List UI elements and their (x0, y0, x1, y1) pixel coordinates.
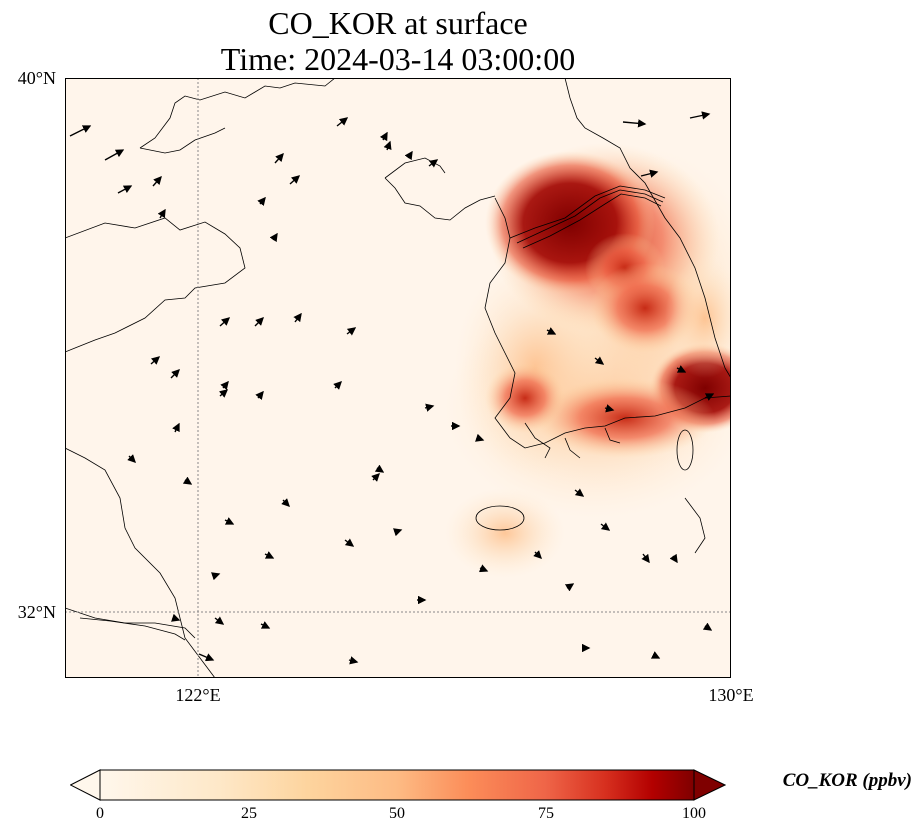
lat-label-40: 40°N (17, 68, 56, 88)
wind-arrow (152, 175, 162, 187)
colorbar-tick-75: 75 (538, 805, 554, 822)
wind-arrow (393, 528, 403, 537)
gridlines (65, 78, 731, 678)
wind-arrow (219, 317, 231, 327)
lat-label-32: 32°N (17, 602, 56, 622)
wind-arrow (383, 140, 392, 151)
wind-arrow (346, 327, 357, 336)
wind-arrow (264, 551, 275, 559)
map-subtitle-time: Time: 2024-03-14 03:00:00 (220, 41, 576, 77)
colorbar-label: CO_KOR (ppbv) (782, 770, 912, 791)
wind-arrow (170, 369, 180, 379)
lon-label-122: 122°E (175, 685, 221, 705)
wind-arrow (424, 403, 435, 412)
wind-arrow (475, 433, 485, 442)
wind-arrow (254, 317, 264, 327)
wind-arrow (214, 616, 225, 625)
wind-arrow (220, 380, 229, 391)
wind-arrow (157, 208, 166, 219)
wind-arrow (293, 312, 302, 323)
colorbar-min-extend (70, 769, 101, 801)
wind-arrow (344, 538, 355, 547)
colorbar-tick-100: 100 (682, 805, 706, 822)
wind-arrow (198, 653, 215, 662)
wind-arrow (704, 393, 715, 401)
colorbar-gradient (99, 769, 695, 801)
wind-arrow (640, 169, 659, 178)
wind-arrow (257, 196, 266, 207)
colorbar (70, 769, 726, 801)
wind-arrow (374, 464, 385, 473)
lon-label-130: 130°E (708, 685, 754, 705)
map-title: CO_KOR at surface (268, 5, 528, 41)
colorbar-tick-50: 50 (389, 805, 405, 822)
wind-arrow (371, 473, 380, 482)
colorbar-max-extend (693, 769, 726, 801)
wind-arrow (600, 522, 611, 531)
wind-arrow (604, 404, 615, 413)
wind-arrow (379, 131, 388, 142)
wind-arrow (172, 422, 180, 433)
wind-arrow (641, 553, 650, 564)
map-panel (65, 78, 731, 678)
wind-arrow (564, 583, 575, 592)
wind-arrow (224, 517, 235, 525)
colorbar-tick-25: 25 (241, 805, 257, 822)
wind-arrow (348, 656, 359, 665)
wind-arrow (289, 175, 301, 185)
wind-arrow (281, 498, 290, 507)
map-frame (65, 78, 731, 678)
wind-arrow (269, 232, 278, 243)
wind-arrow (218, 389, 229, 398)
wind-arrow (676, 365, 687, 373)
wind-arrow (622, 119, 647, 128)
coastlines (65, 78, 731, 678)
wind-arrow (127, 454, 136, 463)
wind-arrow (255, 390, 264, 401)
wind-arrow (594, 356, 605, 365)
wind-arrow (574, 488, 585, 497)
map-plot (65, 78, 731, 678)
colorbar-tick-0: 0 (96, 805, 104, 822)
wind-arrow (260, 621, 271, 629)
wind-arrow (171, 613, 181, 622)
wind-vectors (69, 111, 715, 665)
wind-arrow (533, 550, 542, 559)
wind-arrow (478, 564, 489, 573)
wind-arrow (336, 117, 349, 127)
wind-arrow (182, 476, 193, 485)
wind-arrow (104, 149, 125, 161)
wind-arrow (546, 327, 557, 335)
wind-arrow (404, 150, 413, 161)
wind-arrow (333, 381, 342, 390)
wind-arrow (428, 159, 439, 168)
wind-arrow (211, 572, 221, 581)
wind-arrow (69, 125, 92, 137)
wind-arrow (150, 356, 161, 365)
wind-arrow (274, 152, 284, 164)
wind-arrow (650, 651, 661, 659)
wind-arrow (117, 185, 133, 194)
wind-arrow (702, 622, 713, 631)
wind-arrow (689, 111, 711, 120)
wind-arrow (669, 553, 678, 564)
